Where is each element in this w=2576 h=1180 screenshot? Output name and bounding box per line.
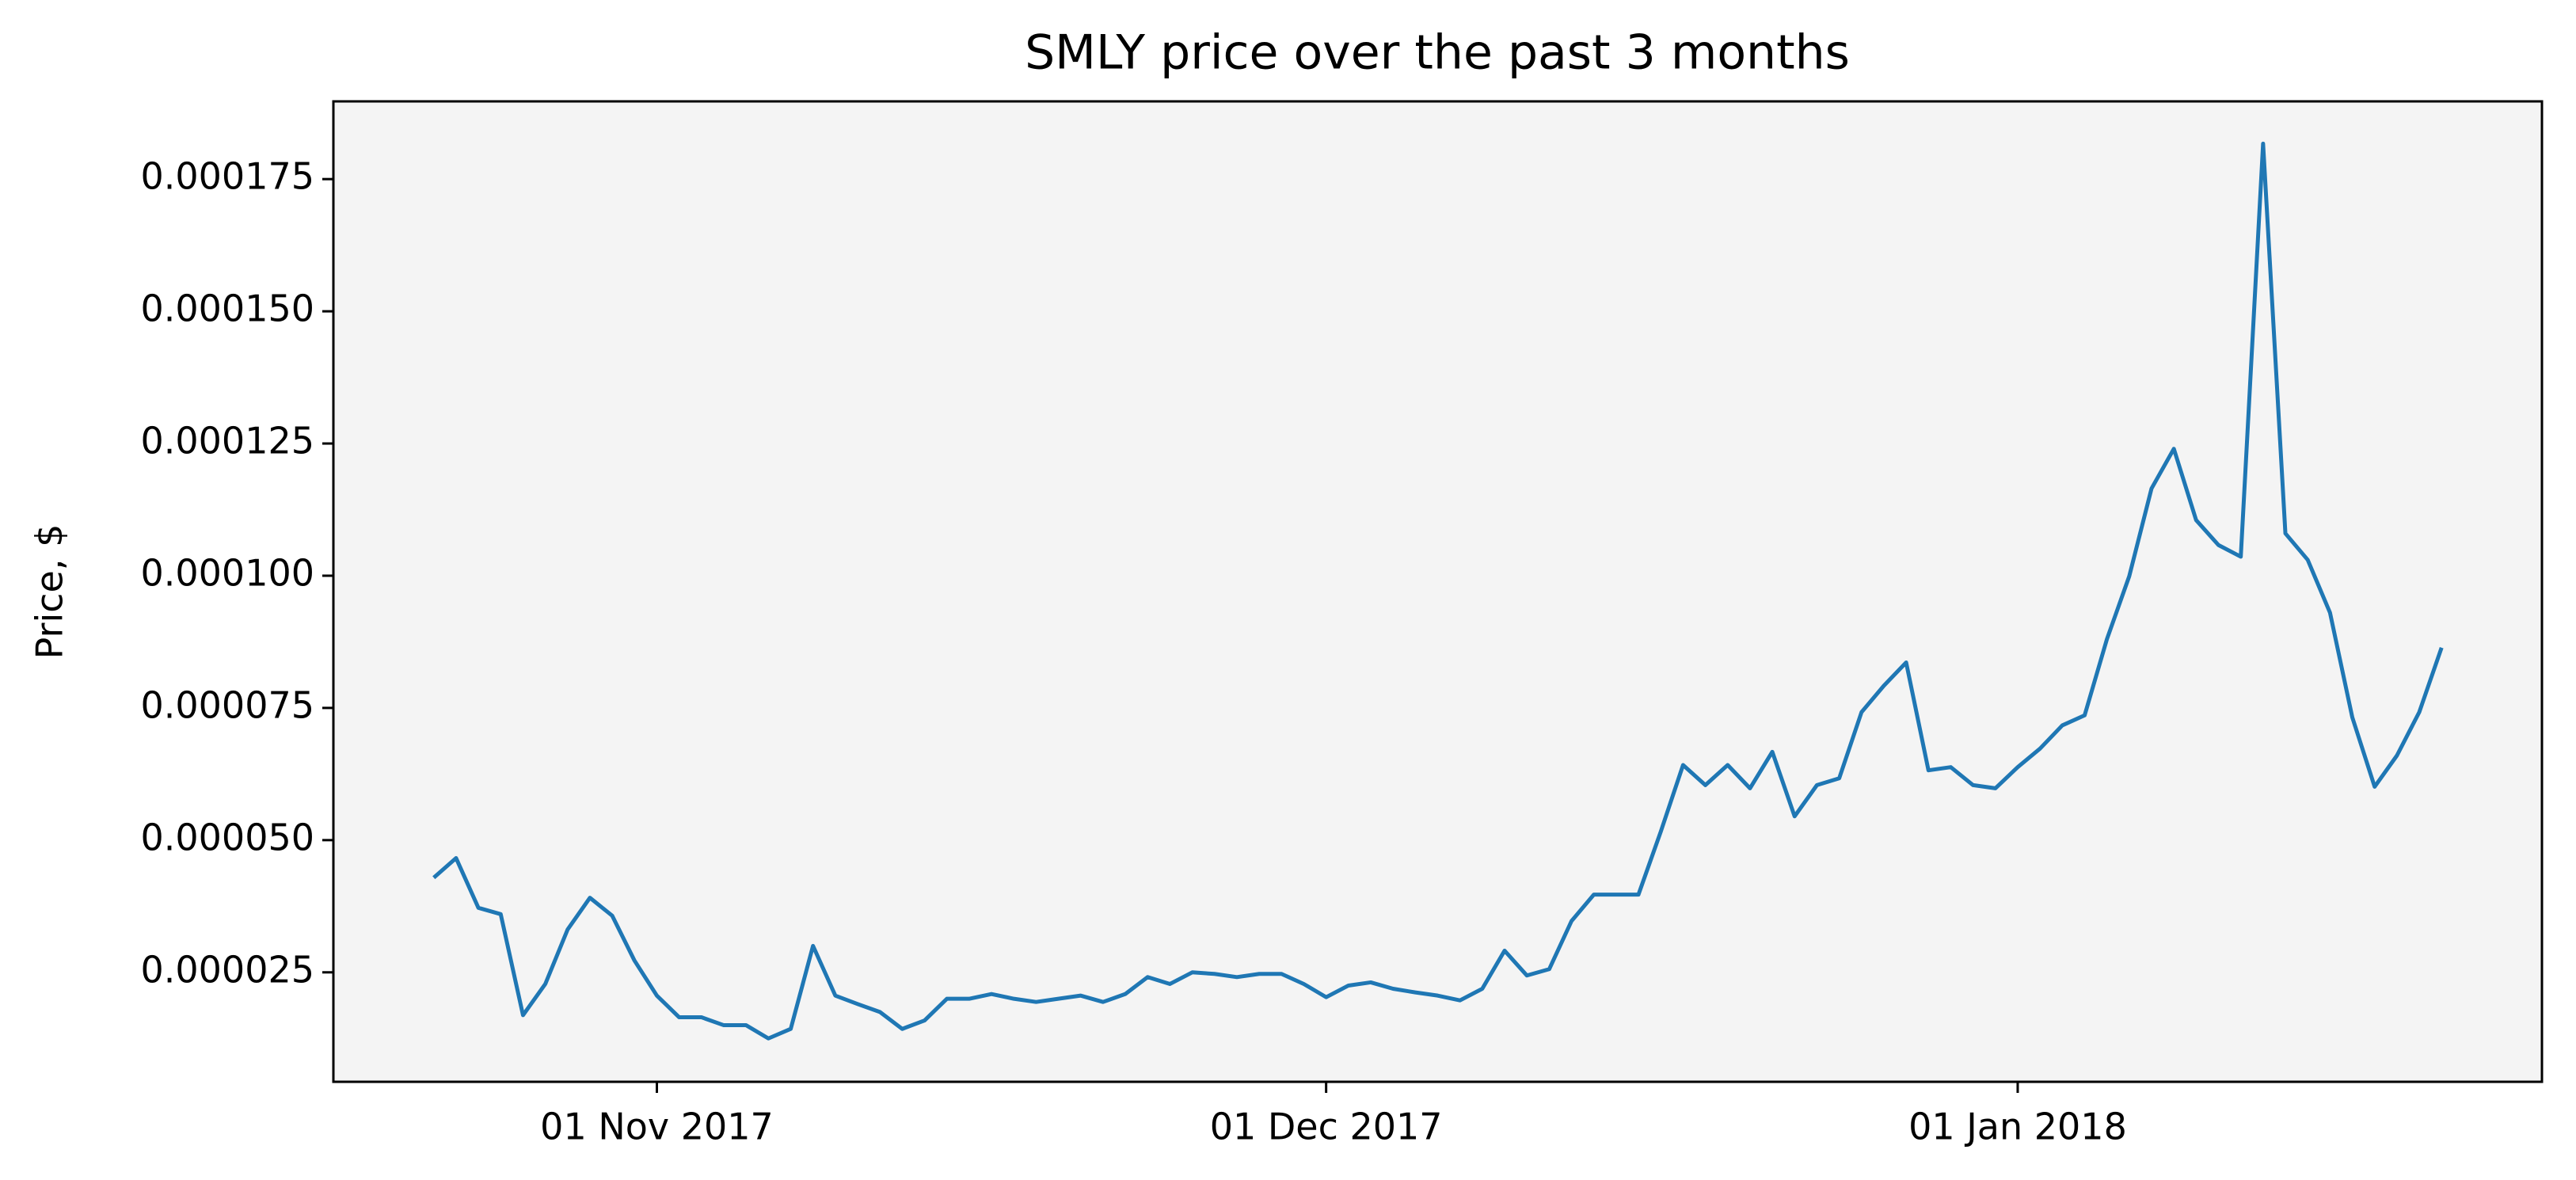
y-tick-label: 0.000100 [141, 551, 315, 594]
x-tick-label: 01 Nov 2017 [540, 1106, 774, 1148]
y-tick-label: 0.000050 [141, 816, 315, 858]
y-tick-label: 0.000125 [141, 420, 315, 462]
price-line [432, 141, 2444, 1041]
y-tick-label: 0.000175 [141, 155, 315, 198]
y-axis-label: Price, $ [29, 524, 71, 660]
y-tick-label: 0.000075 [141, 683, 315, 726]
plot-area [333, 101, 2542, 1082]
y-tick-label: 0.000150 [141, 287, 315, 330]
x-tick-label: 01 Dec 2017 [1210, 1106, 1443, 1148]
y-tick-label: 0.000025 [141, 948, 315, 991]
plot-frame [332, 100, 2544, 1083]
x-tick-label: 01 Jan 2018 [1908, 1106, 2127, 1148]
chart-title: SMLY price over the past 3 months [1025, 25, 1850, 81]
